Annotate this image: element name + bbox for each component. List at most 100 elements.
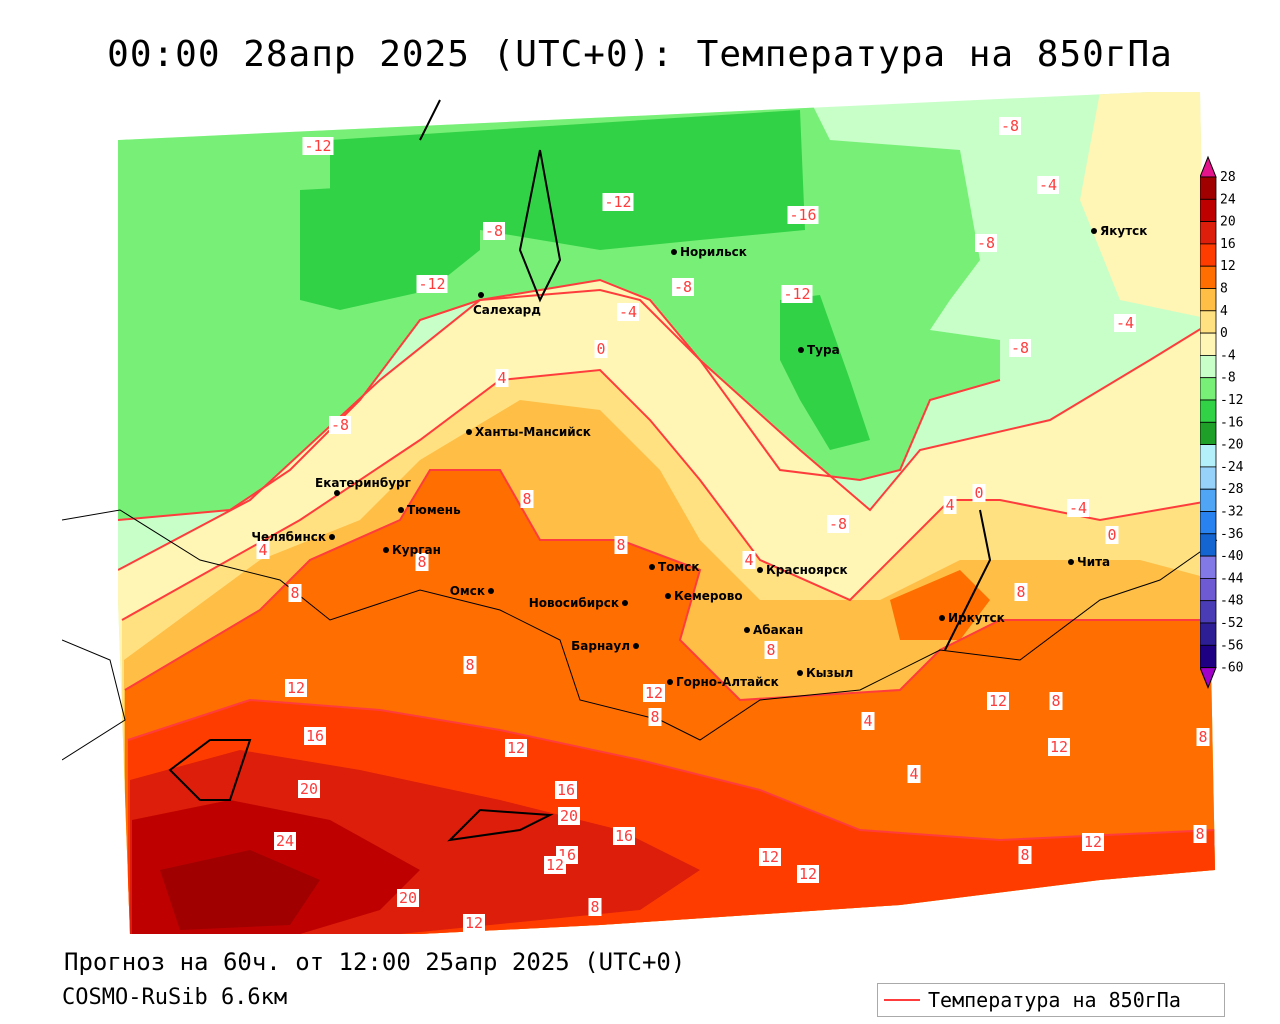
city-marker xyxy=(478,292,484,298)
contour-label: 12 xyxy=(799,865,817,883)
colorbar-swatch xyxy=(1200,577,1217,602)
contour-label-bg xyxy=(1018,846,1032,864)
contour-label-bg xyxy=(1114,314,1136,332)
contour-label-bg xyxy=(648,708,662,726)
contour-label: 12 xyxy=(546,856,564,874)
contour-label-bg xyxy=(520,490,534,508)
city-marker xyxy=(667,679,673,685)
contour-label-bg xyxy=(943,496,957,514)
contour-label: 8 xyxy=(650,708,659,726)
temperature-field xyxy=(118,92,1215,934)
contour-label: -12 xyxy=(783,285,810,303)
contour-label-bg xyxy=(613,827,635,845)
contour-label: 8 xyxy=(766,641,775,659)
contour-label: 8 xyxy=(522,490,531,508)
contour-label: -8 xyxy=(485,222,503,240)
contour-label-bg xyxy=(1014,583,1028,601)
city-label: Красноярск xyxy=(766,563,848,577)
colorbar-label: 28 xyxy=(1220,170,1236,185)
contour-label: 0 xyxy=(1107,526,1116,544)
contour-label-bg xyxy=(987,692,1009,710)
city-marker xyxy=(671,249,677,255)
contour-label-bg xyxy=(495,369,509,387)
contour-label: 20 xyxy=(560,807,578,825)
colorbar-label: -12 xyxy=(1220,393,1243,408)
colorbar-swatch xyxy=(1200,221,1217,245)
colorbar-swatch xyxy=(1200,644,1217,668)
borders xyxy=(62,99,1218,842)
city-marker xyxy=(798,347,804,353)
colorbar-label: -8 xyxy=(1220,371,1236,386)
contour-label-bg xyxy=(764,641,778,659)
city-marker xyxy=(383,547,389,553)
colorbar-label: -20 xyxy=(1220,438,1243,453)
contour-label-bg xyxy=(415,553,429,571)
contour-label-bg xyxy=(759,848,781,866)
map-title: 00:00 28апр 2025 (UTC+0): Температура на… xyxy=(107,34,1173,75)
contour-label-bg xyxy=(285,679,307,697)
cities: Якутск Норильск Салехард Тура Ханты-Мансийск… xyxy=(251,224,1147,689)
contour-label-bg xyxy=(304,727,326,745)
colorbar-label: -60 xyxy=(1220,661,1243,676)
temperature-map: -12 -8 -12 -8 -16 -12 -8 -8 -8 -4 -4 0 4 -4 -12 -8 -8 8 8 4… xyxy=(62,91,1218,934)
colorbar-swatch xyxy=(1200,243,1217,267)
colorbar-label: -52 xyxy=(1220,616,1243,631)
contour-label-bg xyxy=(298,780,320,798)
city-marker xyxy=(649,564,655,570)
contour-label: -12 xyxy=(604,193,631,211)
colorbar-label: -28 xyxy=(1220,482,1243,497)
colorbar-label: 12 xyxy=(1220,259,1236,274)
contour-label-bg xyxy=(975,234,997,252)
contour-label: 4 xyxy=(945,496,954,514)
contour-label-bg xyxy=(483,222,505,240)
contour-label-bg xyxy=(742,551,756,569)
colorbar-swatch xyxy=(1200,288,1217,312)
contour-label: -8 xyxy=(1011,339,1029,357)
colorbar-swatch xyxy=(1200,444,1217,468)
contour-label-bg xyxy=(1196,728,1210,746)
contour-label: 24 xyxy=(276,832,294,850)
contour-label: -8 xyxy=(1001,117,1019,135)
colorbar-swatch xyxy=(1200,377,1217,401)
contour-label-bg xyxy=(416,275,448,293)
contour-label: 8 xyxy=(417,553,426,571)
colorbar-label: -16 xyxy=(1220,415,1243,430)
city-label: Тюмень xyxy=(407,503,461,517)
contour-label-bg xyxy=(614,536,628,554)
colorbar-swatch xyxy=(1200,600,1217,624)
contour-label: 0 xyxy=(596,340,605,358)
contour-label-bg xyxy=(544,856,566,874)
contour-labels: -12 -8 -12 -8 -16 -12 -8 -8 -8 -4 -4 0 4 -4 -12 -8 -8 8 8 4… xyxy=(256,117,1210,932)
contour-label: 12 xyxy=(507,739,525,757)
contour-label-bg xyxy=(594,340,608,358)
contour-label: 20 xyxy=(300,780,318,798)
forecast-info: Прогноз на 60ч. от 12:00 25апр 2025 (UTC… xyxy=(64,948,686,976)
city-marker xyxy=(466,429,472,435)
contour-label: 12 xyxy=(1050,738,1068,756)
contour-label: 8 xyxy=(1195,825,1204,843)
contour-label-bg xyxy=(505,739,527,757)
city-marker xyxy=(757,567,763,573)
city-label: Иркутск xyxy=(948,611,1005,625)
contour-label-bg xyxy=(274,832,296,850)
contour-label: -12 xyxy=(418,275,445,293)
contour-label: 4 xyxy=(497,369,506,387)
contour-label-bg xyxy=(1048,738,1070,756)
colorbar-swatch xyxy=(1200,354,1217,379)
colorbar-label: 4 xyxy=(1220,304,1228,319)
colorbar-label: -32 xyxy=(1220,505,1243,520)
contour-label-bg xyxy=(643,684,665,702)
contour-label: 12 xyxy=(761,848,779,866)
contour-label-bg xyxy=(1067,499,1089,517)
colorbar-label: -56 xyxy=(1220,638,1243,653)
colorbar-label: -48 xyxy=(1220,594,1243,609)
city-marker xyxy=(329,534,335,540)
contour-label: -4 xyxy=(619,303,637,321)
contour-label: 4 xyxy=(909,765,918,783)
colorbar-label: 16 xyxy=(1220,237,1236,252)
contour-label-bg xyxy=(302,137,334,155)
city-label: Якутск xyxy=(1100,224,1147,238)
contour-label-bg xyxy=(329,416,351,434)
city-marker xyxy=(1068,559,1074,565)
contour-label: 12 xyxy=(287,679,305,697)
